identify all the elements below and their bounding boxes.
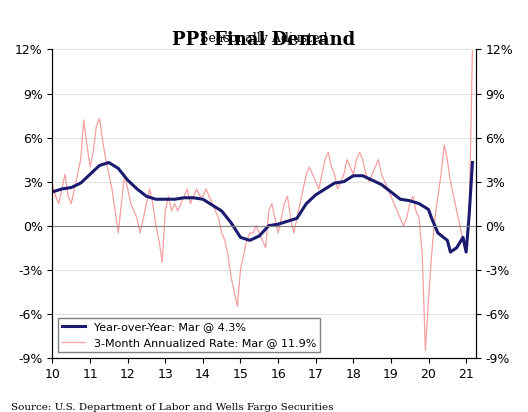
Year-over-Year: Mar @ 4.3%: (21.2, 4.3): Mar @ 4.3%: (21.2, 4.3) xyxy=(469,160,476,165)
Year-over-Year: Mar @ 4.3%: (18.8, 2.8): Mar @ 4.3%: (18.8, 2.8) xyxy=(379,182,385,187)
Year-over-Year: Mar @ 4.3%: (12.2, 2.5): Mar @ 4.3%: (12.2, 2.5) xyxy=(134,187,140,192)
Line: 3-Month Annualized Rate: Mar @ 11.9%: 3-Month Annualized Rate: Mar @ 11.9% xyxy=(52,51,473,351)
Year-over-Year: Mar @ 4.3%: (17, 2.1): Mar @ 4.3%: (17, 2.1) xyxy=(313,192,319,197)
Year-over-Year: Mar @ 4.3%: (17.8, 3): Mar @ 4.3%: (17.8, 3) xyxy=(341,179,347,184)
3-Month Annualized Rate: Mar @ 11.9%: (19.7, 1): Mar @ 11.9%: (19.7, 1) xyxy=(413,208,419,213)
Year-over-Year: Mar @ 4.3%: (19.2, 1.8): Mar @ 4.3%: (19.2, 1.8) xyxy=(397,197,403,202)
3-Month Annualized Rate: Mar @ 11.9%: (21.2, 11.9): Mar @ 11.9%: (21.2, 11.9) xyxy=(469,49,476,54)
Year-over-Year: Mar @ 4.3%: (11.2, 4.1): Mar @ 4.3%: (11.2, 4.1) xyxy=(96,163,102,168)
Year-over-Year: Mar @ 4.3%: (10.8, 2.9): Mar @ 4.3%: (10.8, 2.9) xyxy=(78,180,84,185)
Year-over-Year: Mar @ 4.3%: (17.5, 2.9): Mar @ 4.3%: (17.5, 2.9) xyxy=(332,180,338,185)
3-Month Annualized Rate: Mar @ 11.9%: (12.6, 2.5): Mar @ 11.9%: (12.6, 2.5) xyxy=(146,187,153,192)
Year-over-Year: Mar @ 4.3%: (11, 3.5): Mar @ 4.3%: (11, 3.5) xyxy=(87,172,93,177)
Year-over-Year: Mar @ 4.3%: (15.8, 0): Mar @ 4.3%: (15.8, 0) xyxy=(266,223,272,228)
3-Month Annualized Rate: Mar @ 11.9%: (20.5, 4.5): Mar @ 11.9%: (20.5, 4.5) xyxy=(444,157,450,162)
3-Month Annualized Rate: Mar @ 11.9%: (15.9, 0.5): Mar @ 11.9%: (15.9, 0.5) xyxy=(272,216,278,221)
Year-over-Year: Mar @ 4.3%: (20.5, -1): Mar @ 4.3%: (20.5, -1) xyxy=(444,238,450,243)
Title: PPI Final Demand: PPI Final Demand xyxy=(172,31,356,49)
Year-over-Year: Mar @ 4.3%: (13.5, 1.9): Mar @ 4.3%: (13.5, 1.9) xyxy=(181,195,187,200)
3-Month Annualized Rate: Mar @ 11.9%: (18, 3.5): Mar @ 11.9%: (18, 3.5) xyxy=(350,172,356,177)
Year-over-Year: Mar @ 4.3%: (14.5, 1): Mar @ 4.3%: (14.5, 1) xyxy=(219,208,225,213)
Year-over-Year: Mar @ 4.3%: (16.5, 0.5): Mar @ 4.3%: (16.5, 0.5) xyxy=(294,216,300,221)
Year-over-Year: Mar @ 4.3%: (14.8, 0.2): Mar @ 4.3%: (14.8, 0.2) xyxy=(228,220,234,225)
Year-over-Year: Mar @ 4.3%: (12, 3.1): Mar @ 4.3%: (12, 3.1) xyxy=(125,178,131,183)
3-Month Annualized Rate: Mar @ 11.9%: (10, 2.8): Mar @ 11.9%: (10, 2.8) xyxy=(49,182,55,187)
Year-over-Year: Mar @ 4.3%: (15.2, -1): Mar @ 4.3%: (15.2, -1) xyxy=(247,238,253,243)
Year-over-Year: Mar @ 4.3%: (18, 3.4): Mar @ 4.3%: (18, 3.4) xyxy=(350,173,356,178)
3-Month Annualized Rate: Mar @ 11.9%: (19.9, -8.5): Mar @ 11.9%: (19.9, -8.5) xyxy=(422,348,429,353)
Year-over-Year: Mar @ 4.3%: (15, -0.8): Mar @ 4.3%: (15, -0.8) xyxy=(237,235,243,240)
Year-over-Year: Mar @ 4.3%: (14, 1.8): Mar @ 4.3%: (14, 1.8) xyxy=(200,197,206,202)
Year-over-Year: Mar @ 4.3%: (20, 1.1): Mar @ 4.3%: (20, 1.1) xyxy=(426,207,432,212)
Year-over-Year: Mar @ 4.3%: (21.1, 0.8): Mar @ 4.3%: (21.1, 0.8) xyxy=(466,211,473,216)
Year-over-Year: Mar @ 4.3%: (12.5, 2): Mar @ 4.3%: (12.5, 2) xyxy=(143,194,149,199)
Year-over-Year: Mar @ 4.3%: (20.8, -1.5): Mar @ 4.3%: (20.8, -1.5) xyxy=(454,245,460,250)
Year-over-Year: Mar @ 4.3%: (12.8, 1.8): Mar @ 4.3%: (12.8, 1.8) xyxy=(153,197,159,202)
Year-over-Year: Mar @ 4.3%: (20.6, -1.8): Mar @ 4.3%: (20.6, -1.8) xyxy=(447,250,454,255)
Year-over-Year: Mar @ 4.3%: (19.5, 1.7): Mar @ 4.3%: (19.5, 1.7) xyxy=(407,198,413,203)
Year-over-Year: Mar @ 4.3%: (13.8, 1.9): Mar @ 4.3%: (13.8, 1.9) xyxy=(190,195,196,200)
Year-over-Year: Mar @ 4.3%: (10, 2.3): Mar @ 4.3%: (10, 2.3) xyxy=(49,190,55,194)
Text: Source: U.S. Department of Labor and Wells Fargo Securities: Source: U.S. Department of Labor and Wel… xyxy=(11,403,333,412)
Year-over-Year: Mar @ 4.3%: (20.2, -0.5): Mar @ 4.3%: (20.2, -0.5) xyxy=(435,231,441,236)
Text: Seasonally Adjusted: Seasonally Adjusted xyxy=(200,32,328,45)
Year-over-Year: Mar @ 4.3%: (17.2, 2.5): Mar @ 4.3%: (17.2, 2.5) xyxy=(322,187,328,192)
Year-over-Year: Mar @ 4.3%: (18.5, 3.1): Mar @ 4.3%: (18.5, 3.1) xyxy=(369,178,375,183)
Year-over-Year: Mar @ 4.3%: (10.2, 2.5): Mar @ 4.3%: (10.2, 2.5) xyxy=(59,187,65,192)
Year-over-Year: Mar @ 4.3%: (15.5, -0.7): Mar @ 4.3%: (15.5, -0.7) xyxy=(256,234,262,239)
Year-over-Year: Mar @ 4.3%: (21, -1.8): Mar @ 4.3%: (21, -1.8) xyxy=(463,250,469,255)
Year-over-Year: Mar @ 4.3%: (13, 1.8): Mar @ 4.3%: (13, 1.8) xyxy=(162,197,168,202)
Year-over-Year: Mar @ 4.3%: (16.8, 1.5): Mar @ 4.3%: (16.8, 1.5) xyxy=(303,201,309,206)
Year-over-Year: Mar @ 4.3%: (19.8, 1.5): Mar @ 4.3%: (19.8, 1.5) xyxy=(416,201,422,206)
Year-over-Year: Mar @ 4.3%: (16.2, 0.3): Mar @ 4.3%: (16.2, 0.3) xyxy=(285,219,291,224)
Year-over-Year: Mar @ 4.3%: (16, 0.1): Mar @ 4.3%: (16, 0.1) xyxy=(275,222,281,227)
3-Month Annualized Rate: Mar @ 11.9%: (16.3, 0.5): Mar @ 11.9%: (16.3, 0.5) xyxy=(287,216,294,221)
Legend: Year-over-Year: Mar @ 4.3%, 3-Month Annualized Rate: Mar @ 11.9%: Year-over-Year: Mar @ 4.3%, 3-Month Annu… xyxy=(58,318,320,352)
Year-over-Year: Mar @ 4.3%: (14.2, 1.4): Mar @ 4.3%: (14.2, 1.4) xyxy=(209,203,215,208)
Year-over-Year: Mar @ 4.3%: (19, 2.3): Mar @ 4.3%: (19, 2.3) xyxy=(388,190,394,194)
Line: Year-over-Year: Mar @ 4.3%: Year-over-Year: Mar @ 4.3% xyxy=(52,162,473,252)
Year-over-Year: Mar @ 4.3%: (10.5, 2.6): Mar @ 4.3%: (10.5, 2.6) xyxy=(68,185,74,190)
Year-over-Year: Mar @ 4.3%: (18.2, 3.4): Mar @ 4.3%: (18.2, 3.4) xyxy=(360,173,366,178)
Year-over-Year: Mar @ 4.3%: (20.9, -0.8): Mar @ 4.3%: (20.9, -0.8) xyxy=(460,235,466,240)
Year-over-Year: Mar @ 4.3%: (11.5, 4.3): Mar @ 4.3%: (11.5, 4.3) xyxy=(106,160,112,165)
Year-over-Year: Mar @ 4.3%: (20.1, 0.5): Mar @ 4.3%: (20.1, 0.5) xyxy=(429,216,435,221)
Year-over-Year: Mar @ 4.3%: (11.8, 3.9): Mar @ 4.3%: (11.8, 3.9) xyxy=(115,166,121,171)
Year-over-Year: Mar @ 4.3%: (13.2, 1.8): Mar @ 4.3%: (13.2, 1.8) xyxy=(172,197,178,202)
